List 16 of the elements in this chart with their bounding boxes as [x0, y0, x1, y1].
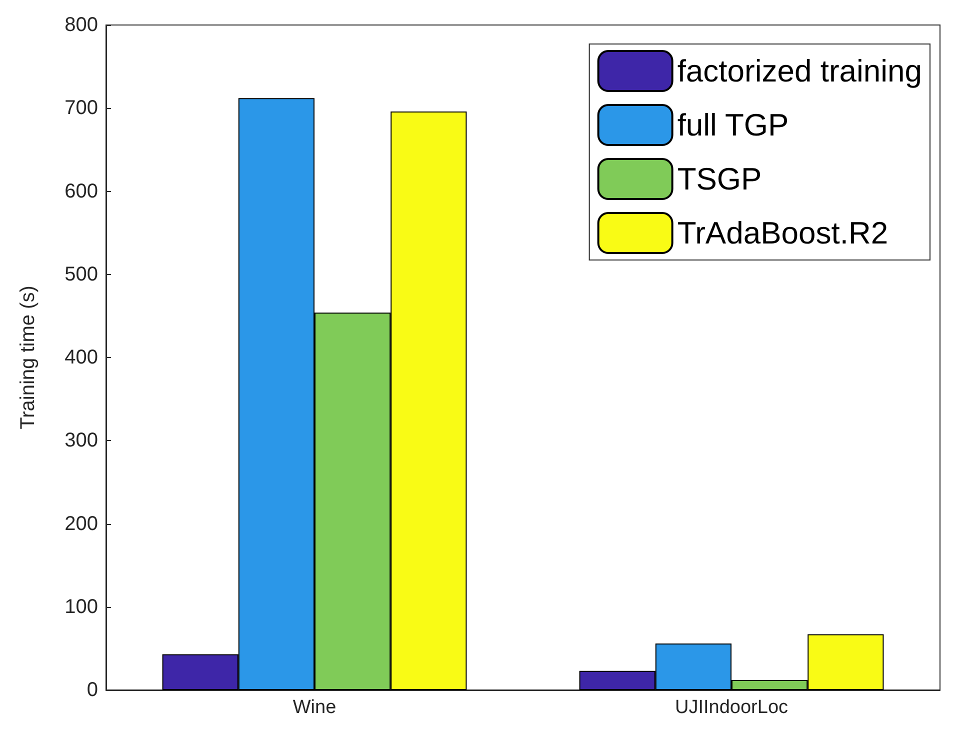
- y-axis-title: Training time (s): [17, 286, 39, 430]
- y-tick-label: 400: [64, 346, 98, 368]
- y-tick-label: 200: [64, 512, 98, 535]
- y-tick-label: 800: [64, 14, 98, 36]
- y-tick-label: 0: [86, 679, 98, 701]
- y-tick-label: 100: [64, 596, 98, 618]
- legend-label: full TGP: [677, 108, 789, 142]
- x-tick-label: UJIIndoorLoc: [674, 697, 788, 718]
- y-tick-label: 500: [64, 263, 98, 286]
- y-tick-label: 600: [64, 180, 98, 202]
- legend-label: TrAdaBoost.R2: [677, 216, 888, 250]
- x-tick-label: Wine: [292, 697, 336, 718]
- y-tick-label: 700: [64, 97, 98, 120]
- legend-label: factorized training: [677, 54, 922, 88]
- legend-label: TSGP: [677, 162, 762, 196]
- y-tick-label: 300: [64, 430, 98, 452]
